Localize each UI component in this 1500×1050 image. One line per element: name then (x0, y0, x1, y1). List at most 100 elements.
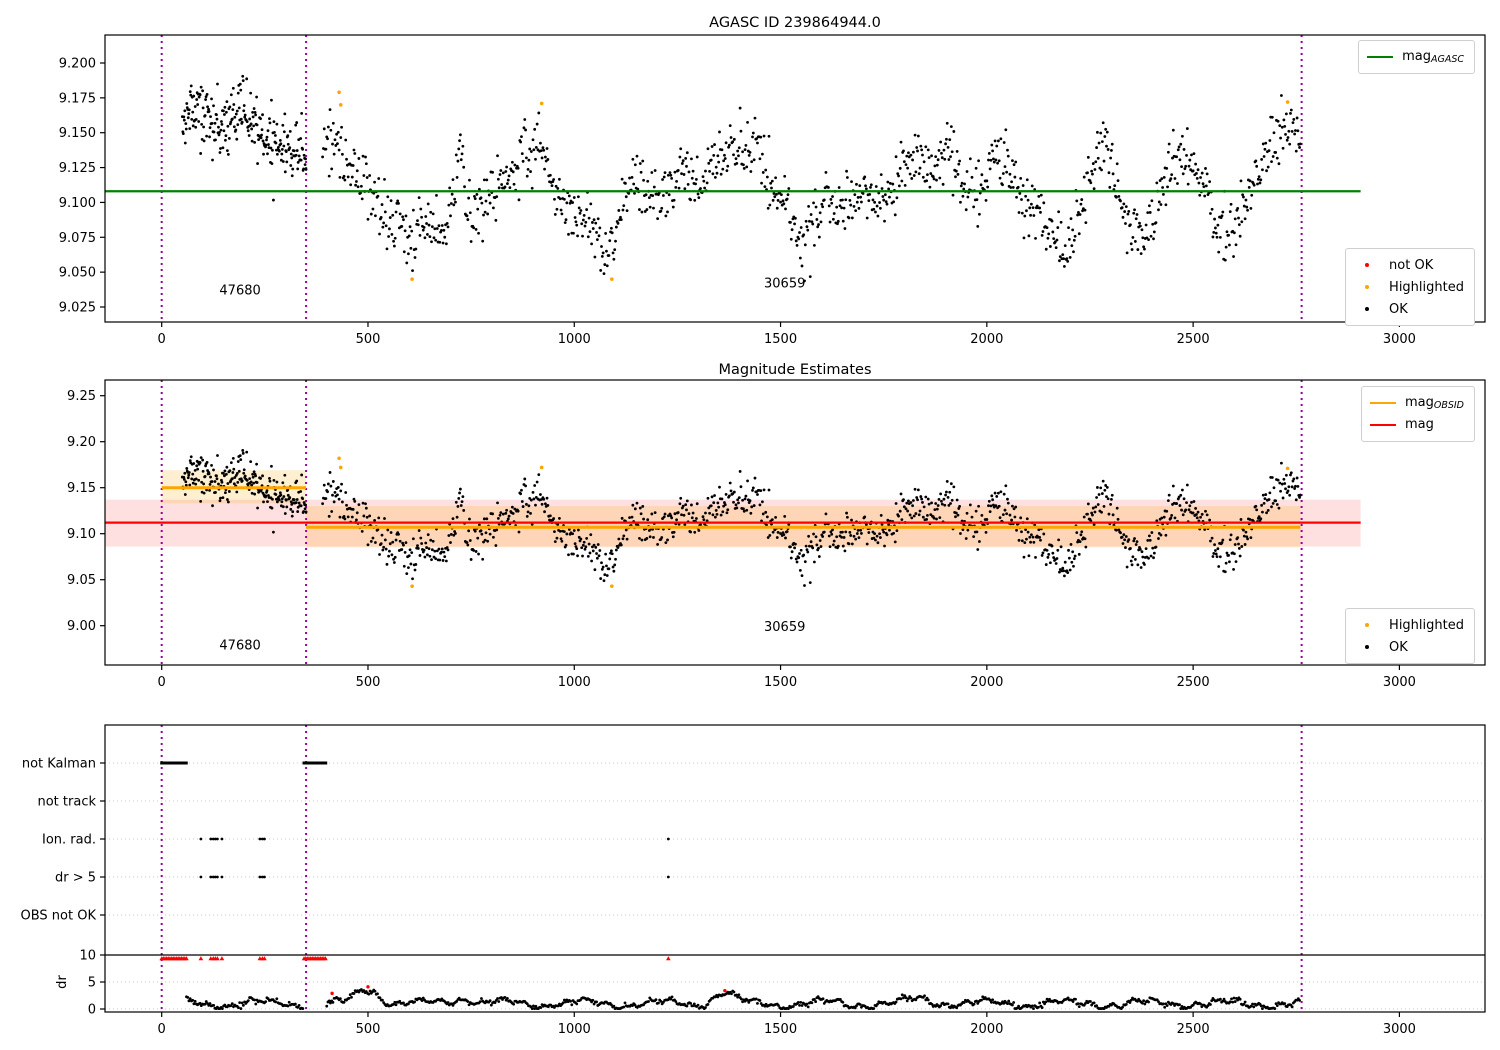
swatch-wrap (1369, 423, 1396, 427)
mag-line-swatch (1369, 423, 1396, 427)
swatch-wrap (1354, 284, 1380, 290)
svg-text:0: 0 (158, 675, 166, 690)
top-panel (160, 35, 1303, 322)
legend-label: magOBSID (1404, 395, 1464, 411)
svg-text:0: 0 (88, 1003, 96, 1018)
svg-text:3000: 3000 (1383, 675, 1416, 690)
ok-dot-swatch (1364, 306, 1370, 312)
svg-text:500: 500 (356, 332, 381, 347)
svg-text:9.125: 9.125 (59, 161, 96, 176)
svg-text:dr > 5: dr > 5 (55, 871, 96, 886)
svg-text:9.25: 9.25 (67, 389, 96, 404)
legend-label: not OK (1389, 257, 1434, 273)
legend-label: Highlighted (1389, 617, 1464, 633)
svg-text:9.15: 9.15 (67, 481, 96, 496)
legend-item-ok: OK (1354, 298, 1464, 320)
svg-text:Ion. rad.: Ion. rad. (42, 833, 96, 848)
bottom-y-labels: not Kalman not track Ion. rad. dr > 5 OBS no… (21, 757, 105, 1018)
not-ok-dot-swatch (1364, 262, 1370, 268)
svg-text:9.175: 9.175 (59, 91, 96, 106)
top-annotations: 47680 30659 (219, 276, 805, 298)
svg-text:30659: 30659 (764, 620, 805, 635)
svg-text:2000: 2000 (970, 675, 1003, 690)
highlighted-dot-swatch (1364, 284, 1370, 290)
svg-text:3000: 3000 (1383, 1022, 1416, 1037)
mag-obsid-lines (161, 486, 1301, 529)
legend-item-highlighted: Highlighted (1354, 276, 1464, 298)
top-highlighted-points (337, 90, 1290, 281)
svg-text:1000: 1000 (558, 675, 591, 690)
bottom-not-ok-markers (159, 956, 671, 961)
svg-text:1500: 1500 (764, 332, 797, 347)
svg-text:1000: 1000 (558, 332, 591, 347)
svg-text:5: 5 (88, 976, 96, 991)
svg-text:9.20: 9.20 (67, 435, 96, 450)
legend-item-mag-agasc: magAGASC (1367, 46, 1464, 68)
svg-text:9.150: 9.150 (59, 126, 96, 141)
svg-text:9.00: 9.00 (67, 619, 96, 634)
top-plot-title: AGASC ID 239864944.0 (709, 15, 881, 31)
legend-label: mag (1404, 417, 1434, 432)
top-axes: 0 500 1000 1500 2000 2500 3000 9.200 9.175 9.150 9… (59, 34, 1486, 347)
svg-text:500: 500 (356, 675, 381, 690)
legend-point-classes-top: not OK Highlighted OK (1345, 248, 1475, 326)
svg-text:0: 0 (158, 332, 166, 347)
swatch-wrap (1367, 55, 1394, 59)
middle-annotations: 47680 30659 (219, 620, 805, 653)
legend-item-highlighted: Highlighted (1354, 614, 1464, 636)
legend-mag-lines: magOBSID mag (1360, 386, 1475, 442)
legend-label: OK (1389, 301, 1408, 317)
svg-text:9.075: 9.075 (59, 231, 96, 246)
svg-text:9.100: 9.100 (59, 196, 96, 211)
bottom-axes: 0 500 1000 1500 2000 2500 3000 (104, 724, 1486, 1037)
legend-label: magAGASC (1402, 49, 1464, 65)
swatch-wrap (1369, 401, 1396, 405)
legend-mag-agasc: magAGASC (1358, 40, 1475, 74)
svg-text:0: 0 (158, 1022, 166, 1037)
swatch-wrap (1354, 622, 1380, 628)
bottom-panel (105, 725, 1485, 1012)
svg-text:30659: 30659 (764, 276, 805, 291)
svg-text:1500: 1500 (764, 1022, 797, 1037)
bottom-flag-markers (160, 761, 670, 879)
middle-axes: 0 500 1000 1500 2000 2500 3000 9.25 9.20 9.15 9.10… (67, 379, 1486, 690)
legend-item-mag-obsid: magOBSID (1369, 392, 1464, 414)
svg-text:9.05: 9.05 (67, 573, 96, 588)
svg-text:2000: 2000 (970, 332, 1003, 347)
svg-text:9.200: 9.200 (59, 57, 96, 72)
svg-text:not track: not track (37, 795, 96, 810)
svg-text:1500: 1500 (764, 675, 797, 690)
legend-item-ok: OK (1354, 636, 1464, 658)
svg-text:9.025: 9.025 (59, 301, 96, 316)
svg-text:9.10: 9.10 (67, 527, 96, 542)
svg-text:3000: 3000 (1383, 332, 1416, 347)
svg-text:47680: 47680 (219, 283, 260, 298)
dr-trace (185, 985, 1301, 1010)
mag-obsid-line-swatch (1369, 401, 1396, 405)
legend-label: OK (1389, 639, 1408, 655)
svg-text:10: 10 (79, 949, 96, 964)
svg-text:500: 500 (356, 1022, 381, 1037)
top-ok-points (180, 74, 1302, 283)
swatch-wrap (1354, 306, 1380, 312)
legend-item-mag: mag (1369, 414, 1464, 436)
svg-text:not Kalman: not Kalman (22, 757, 96, 772)
ok-dot-swatch (1364, 644, 1370, 650)
legend-point-classes-middle: Highlighted OK (1345, 608, 1475, 664)
dr-axis-label: dr (55, 975, 70, 989)
swatch-wrap (1354, 262, 1380, 268)
svg-text:2000: 2000 (970, 1022, 1003, 1037)
middle-plot-title: Magnitude Estimates (718, 362, 871, 378)
svg-text:2500: 2500 (1177, 1022, 1210, 1037)
highlighted-dot-swatch (1364, 622, 1370, 628)
svg-text:2500: 2500 (1177, 332, 1210, 347)
svg-text:1000: 1000 (558, 1022, 591, 1037)
legend-label: Highlighted (1389, 279, 1464, 295)
middle-highlighted-points (337, 456, 1290, 588)
svg-text:2500: 2500 (1177, 675, 1210, 690)
mag-agasc-line-swatch (1367, 55, 1394, 59)
legend-item-not-ok: not OK (1354, 254, 1464, 276)
